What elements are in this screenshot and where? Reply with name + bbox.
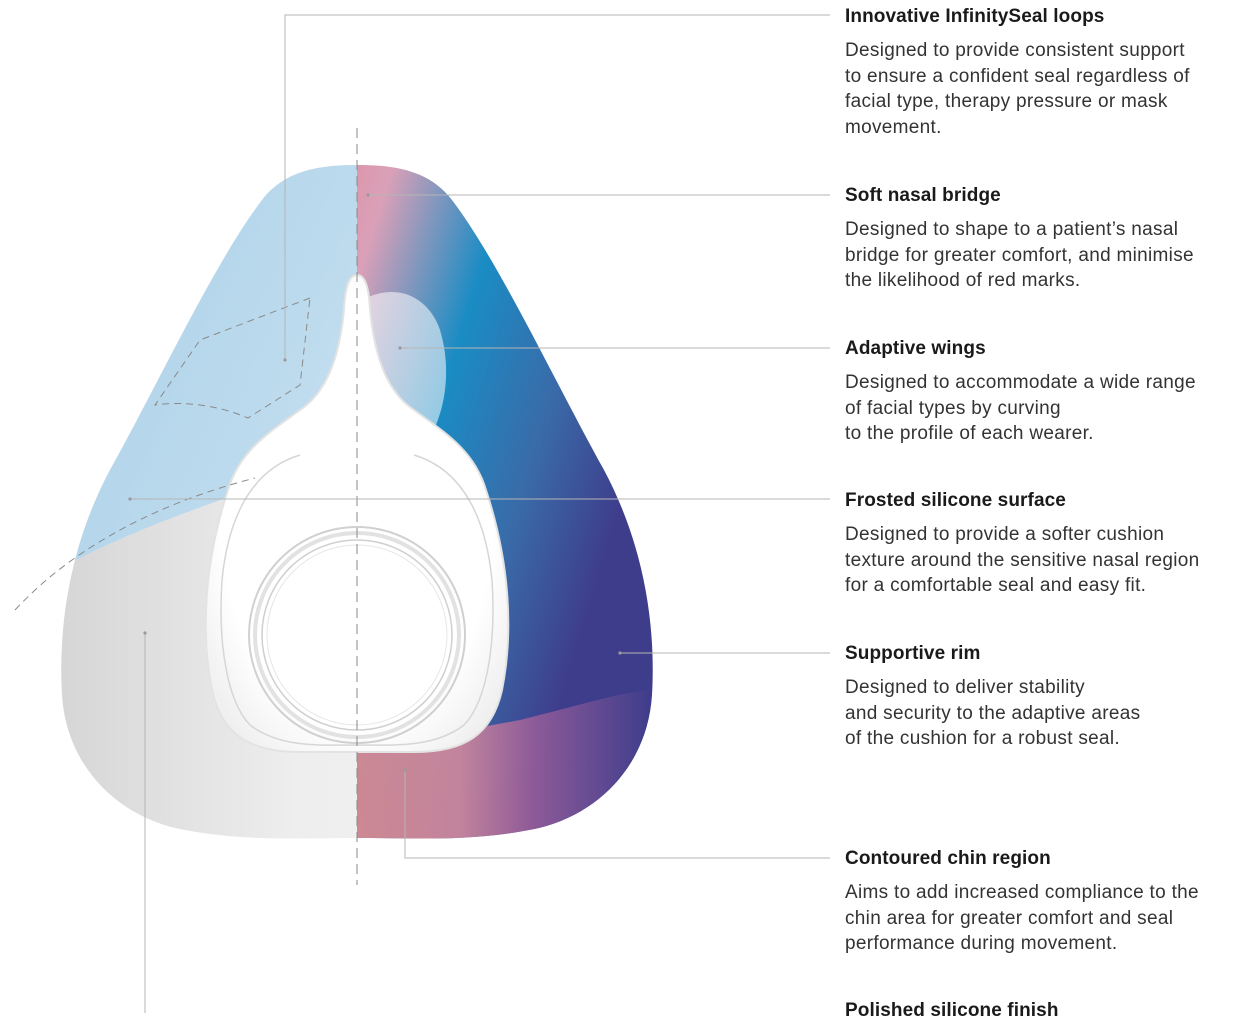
wing-highlight	[362, 291, 447, 450]
frosted-silicone-region	[61, 165, 357, 620]
feature-description: Designed to accommodate a wide range of …	[845, 372, 1196, 444]
feature-description: Designed to deliver stability and securi…	[845, 677, 1141, 749]
feature-contoured-chin-region: Contoured chin region Aims to add increa…	[845, 847, 1237, 957]
leader-infinityseal	[284, 14, 830, 360]
feature-description: Designed to shape to a patient’s nasal b…	[845, 219, 1194, 291]
leader-lines	[128, 14, 830, 1013]
feature-frosted-silicone-surface: Frosted silicone surface Designed to pro…	[845, 489, 1237, 599]
feature-title: Frosted silicone surface	[845, 490, 1066, 511]
feature-infinityseal-loops: Innovative InfinitySeal loops Designed t…	[845, 5, 1237, 140]
frosted-boundary-dashed	[14, 477, 256, 611]
feature-description: Designed to provide a softer cushion tex…	[845, 524, 1200, 596]
feature-title: Adaptive wings	[845, 338, 986, 359]
feature-soft-nasal-bridge: Soft nasal bridge Designed to shape to a…	[845, 184, 1237, 294]
feature-title: Contoured chin region	[845, 848, 1051, 869]
feature-title: Supportive rim	[845, 643, 981, 664]
feature-title: Polished silicone finish	[845, 1000, 1059, 1021]
infinityseal-loop-dashed	[153, 297, 311, 419]
feature-title: Innovative InfinitySeal loops	[845, 6, 1105, 27]
feature-title: Soft nasal bridge	[845, 185, 1001, 206]
feature-description: Aims to add increased compliance to the …	[845, 882, 1199, 954]
feature-adaptive-wings: Adaptive wings Designed to accommodate a…	[845, 337, 1237, 447]
leader-chin-region	[404, 770, 830, 859]
chin-region-overlay	[357, 690, 652, 839]
feature-description: Designed to provide consistent support t…	[845, 40, 1190, 138]
feature-polished-silicone-finish: Polished silicone finish	[845, 999, 1237, 1023]
feature-supportive-rim: Supportive rim Designed to deliver stabi…	[845, 642, 1237, 752]
